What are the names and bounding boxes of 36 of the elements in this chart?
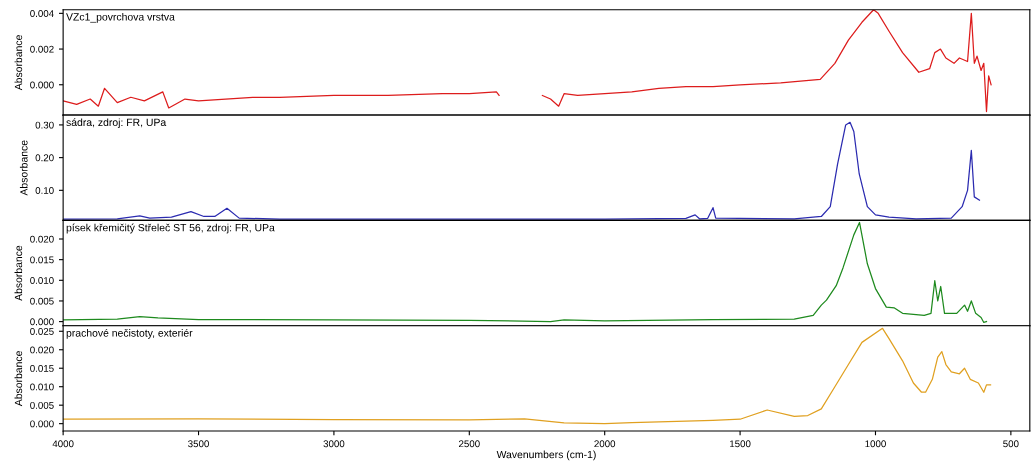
y-tick-label: 0.025 xyxy=(30,328,54,335)
x-tick-label: 2000 xyxy=(594,440,616,448)
chart-title: prachové nečistoty, exteriér xyxy=(66,328,193,339)
y-tick-label: 0.020 xyxy=(30,235,54,243)
y-tick-label: 0.002 xyxy=(30,45,54,53)
y-tick-label: 0.020 xyxy=(30,346,54,354)
x-tick-label: 2500 xyxy=(458,440,480,448)
y-tick-label: 0.20 xyxy=(35,154,54,162)
line-series xyxy=(63,221,988,324)
x-tick-label: 500 xyxy=(1003,440,1019,448)
y-tick-label: 0.015 xyxy=(30,256,54,264)
y-tick-label: 0.005 xyxy=(30,401,54,409)
x-tick-label: 1500 xyxy=(730,440,751,448)
y-axis-title: Absorbance xyxy=(14,245,23,301)
y-tick-label: 0.10 xyxy=(35,187,54,194)
y-tick-label: 0.30 xyxy=(35,121,54,129)
y-axis-title: Absorbance xyxy=(14,351,23,407)
x-tick-label: 3500 xyxy=(188,440,209,448)
x-tick-label: 4000 xyxy=(52,440,74,448)
x-tick-label: 3000 xyxy=(323,440,345,448)
y-tick-label: 0.000 xyxy=(30,318,54,326)
chart-title: VZc1_povrchova vrstva xyxy=(66,12,175,23)
y-tick-label: 0.010 xyxy=(30,383,54,391)
y-axis-title: Absorbance xyxy=(14,35,23,91)
chart-title: písek křemičitý Střeleč ST 56, zdroj: FR, UPa xyxy=(66,223,275,234)
y-tick-label: 0.015 xyxy=(30,364,54,372)
y-tick-label: 0.004 xyxy=(30,10,54,17)
chart-title: sádra, zdroj: FR, UPa xyxy=(66,118,167,129)
y-tick-label: 0.000 xyxy=(30,81,54,89)
y-tick-label: 0.000 xyxy=(30,420,54,428)
x-tick-label: 1000 xyxy=(865,440,886,448)
y-tick-label: 0.005 xyxy=(30,297,54,305)
x-axis-title: Wavenumbers (cm-1) xyxy=(496,450,596,461)
line-series xyxy=(63,327,992,425)
y-tick-label: 0.010 xyxy=(30,277,54,284)
y-axis-title: Absorbance xyxy=(19,140,28,196)
